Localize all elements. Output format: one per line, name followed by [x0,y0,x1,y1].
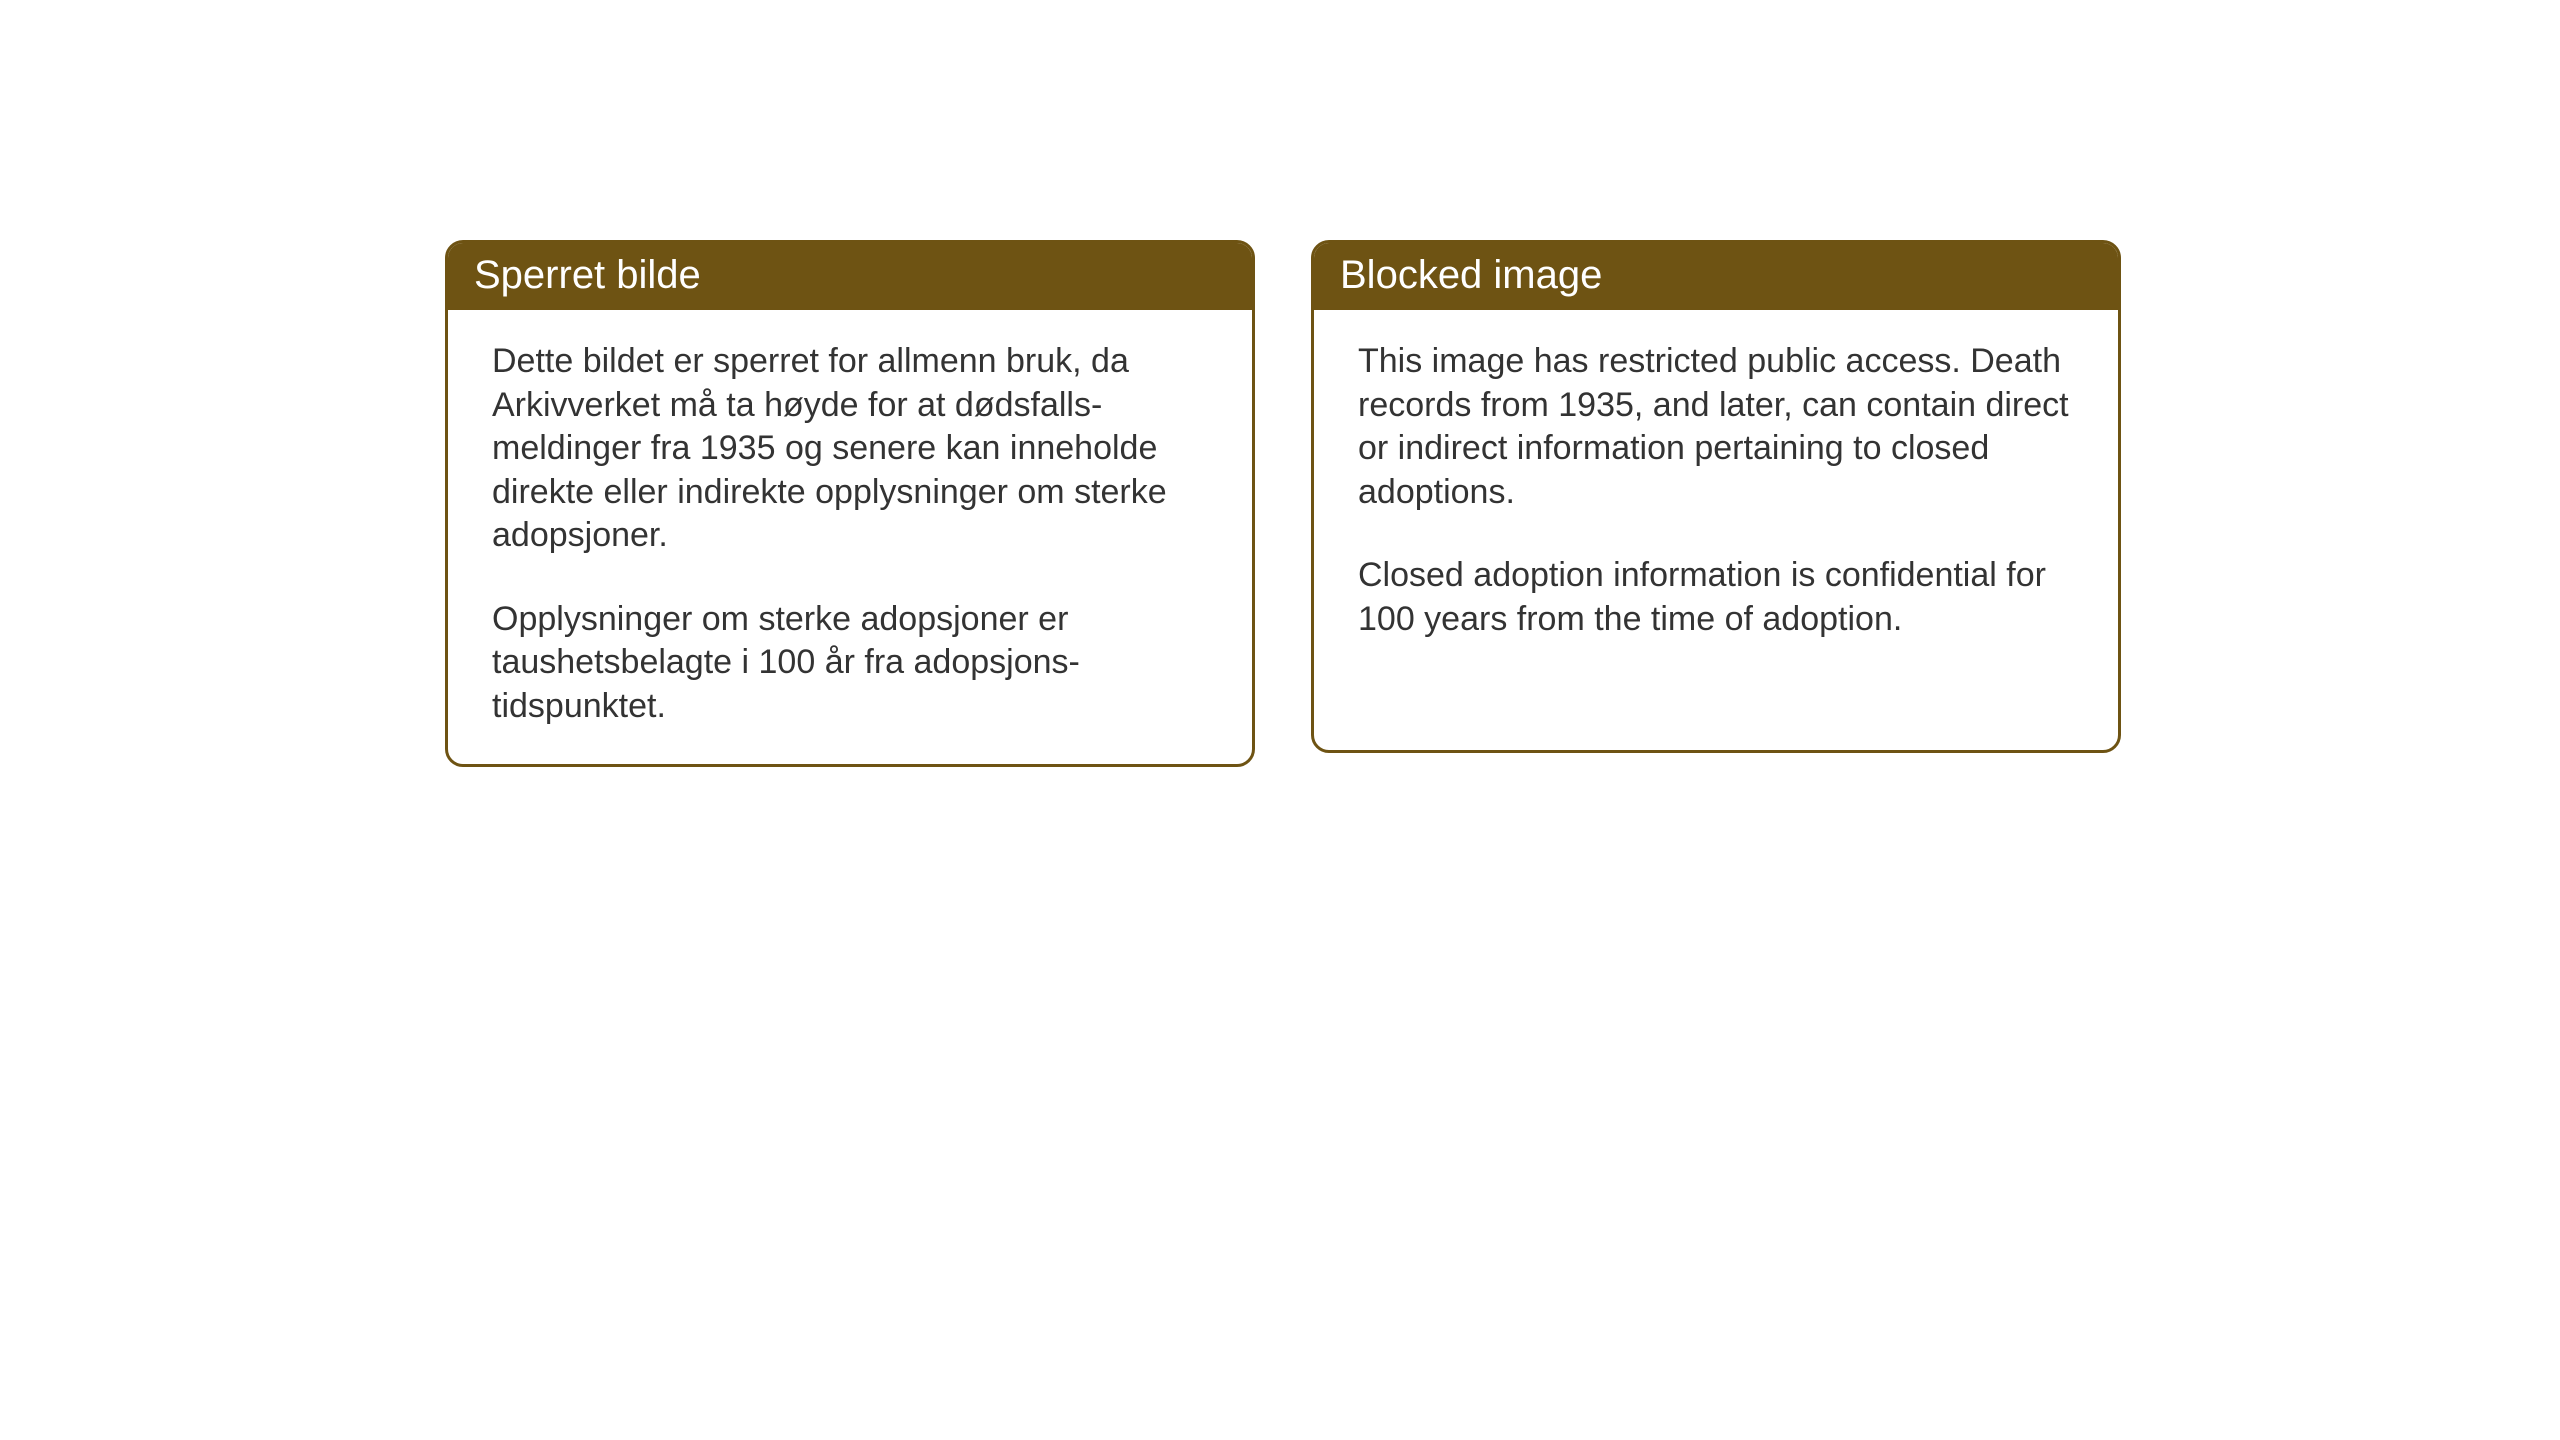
paragraph-text: Opplysninger om sterke adopsjoner er tau… [492,598,1208,729]
card-title-norwegian: Sperret bilde [448,243,1252,310]
paragraph-text: This image has restricted public access.… [1358,340,2074,514]
notice-card-container: Sperret bilde Dette bildet er sperret fo… [445,240,2121,767]
notice-card-norwegian: Sperret bilde Dette bildet er sperret fo… [445,240,1255,767]
notice-card-english: Blocked image This image has restricted … [1311,240,2121,753]
card-body-english: This image has restricted public access.… [1314,310,2118,677]
card-title-english: Blocked image [1314,243,2118,310]
paragraph-text: Closed adoption information is confident… [1358,554,2074,641]
card-body-norwegian: Dette bildet er sperret for allmenn bruk… [448,310,1252,764]
paragraph-text: Dette bildet er sperret for allmenn bruk… [492,340,1208,558]
